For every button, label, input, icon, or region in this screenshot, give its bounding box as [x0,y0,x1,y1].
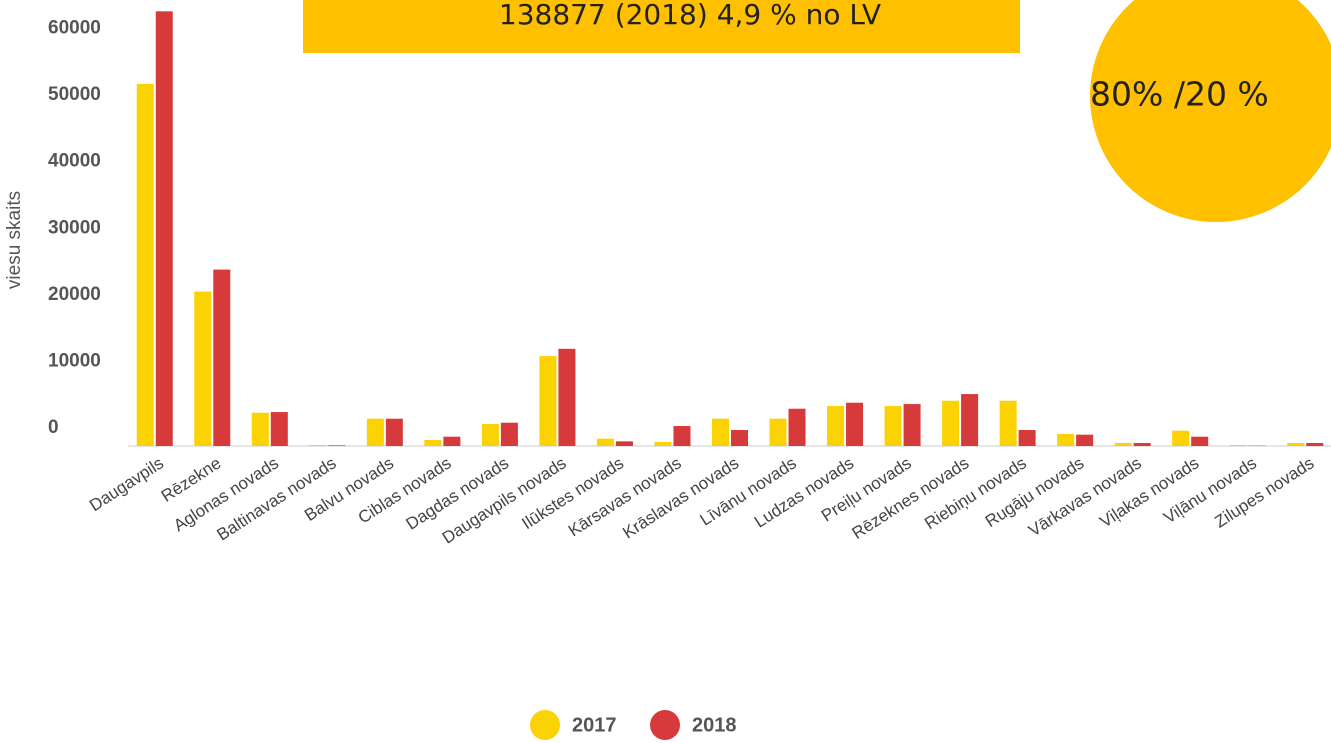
bar [1018,430,1036,446]
bar [654,442,672,446]
bar [366,418,384,446]
x-tick-label: Līvānu novads [697,453,800,529]
bar [827,406,845,446]
x-tick-label: Riebiņu novads [921,453,1030,533]
bar [194,291,212,446]
bar [251,412,269,446]
bar [481,424,499,446]
bar [1057,434,1075,446]
x-tick-label: Zilupes novads [1211,453,1317,531]
bar [328,445,346,446]
y-tick-label: 30000 [48,217,101,238]
bar [424,440,442,446]
bar [1287,443,1305,446]
bar [999,400,1017,446]
bar [385,418,403,446]
bar [673,426,691,446]
bar [712,418,729,446]
bar [213,269,231,446]
bar [846,402,864,446]
bar [1191,436,1209,446]
bar [596,438,614,446]
bar [1114,443,1132,446]
bar [942,400,960,446]
bar [539,356,557,446]
x-tick-label: Viļakas novads [1096,453,1202,531]
bar [500,422,518,446]
bar [731,430,748,446]
annotation: 138877 (2018) 4,9 % no LV [499,0,881,31]
bar [1229,445,1247,446]
y-tick-label: 50000 [48,84,101,105]
bar [558,348,576,446]
bar [136,83,154,446]
legend-swatch [530,710,560,740]
y-tick-label: 0 [48,417,59,438]
bar [884,406,902,446]
legend-swatch [650,710,680,740]
legend-label: 2017 [572,714,617,736]
x-tick-label: Ludzas novads [751,453,857,531]
y-tick-label: 20000 [48,284,101,305]
annotation-banner [303,0,1020,53]
bar [903,404,921,446]
bar [309,445,327,446]
x-tick-label: Daugavpils [86,453,167,515]
y-tick-label: 40000 [48,151,101,172]
bar [1306,443,1324,446]
bar [155,11,173,447]
bar [615,441,633,446]
bar [788,408,806,446]
bar [270,412,288,446]
legend-label: 2018 [692,714,737,736]
bar [1076,434,1094,446]
y-axis-title: viesu skaits [4,191,25,289]
y-tick-label: 10000 [48,350,101,371]
annotation-circle [1090,0,1331,222]
annotation: 80% /20 % [1090,75,1269,114]
bar [961,394,979,446]
bar [443,436,461,446]
y-tick-label: 60000 [48,18,101,39]
bar [769,418,787,446]
bar [1172,430,1190,446]
bar [1133,443,1151,446]
